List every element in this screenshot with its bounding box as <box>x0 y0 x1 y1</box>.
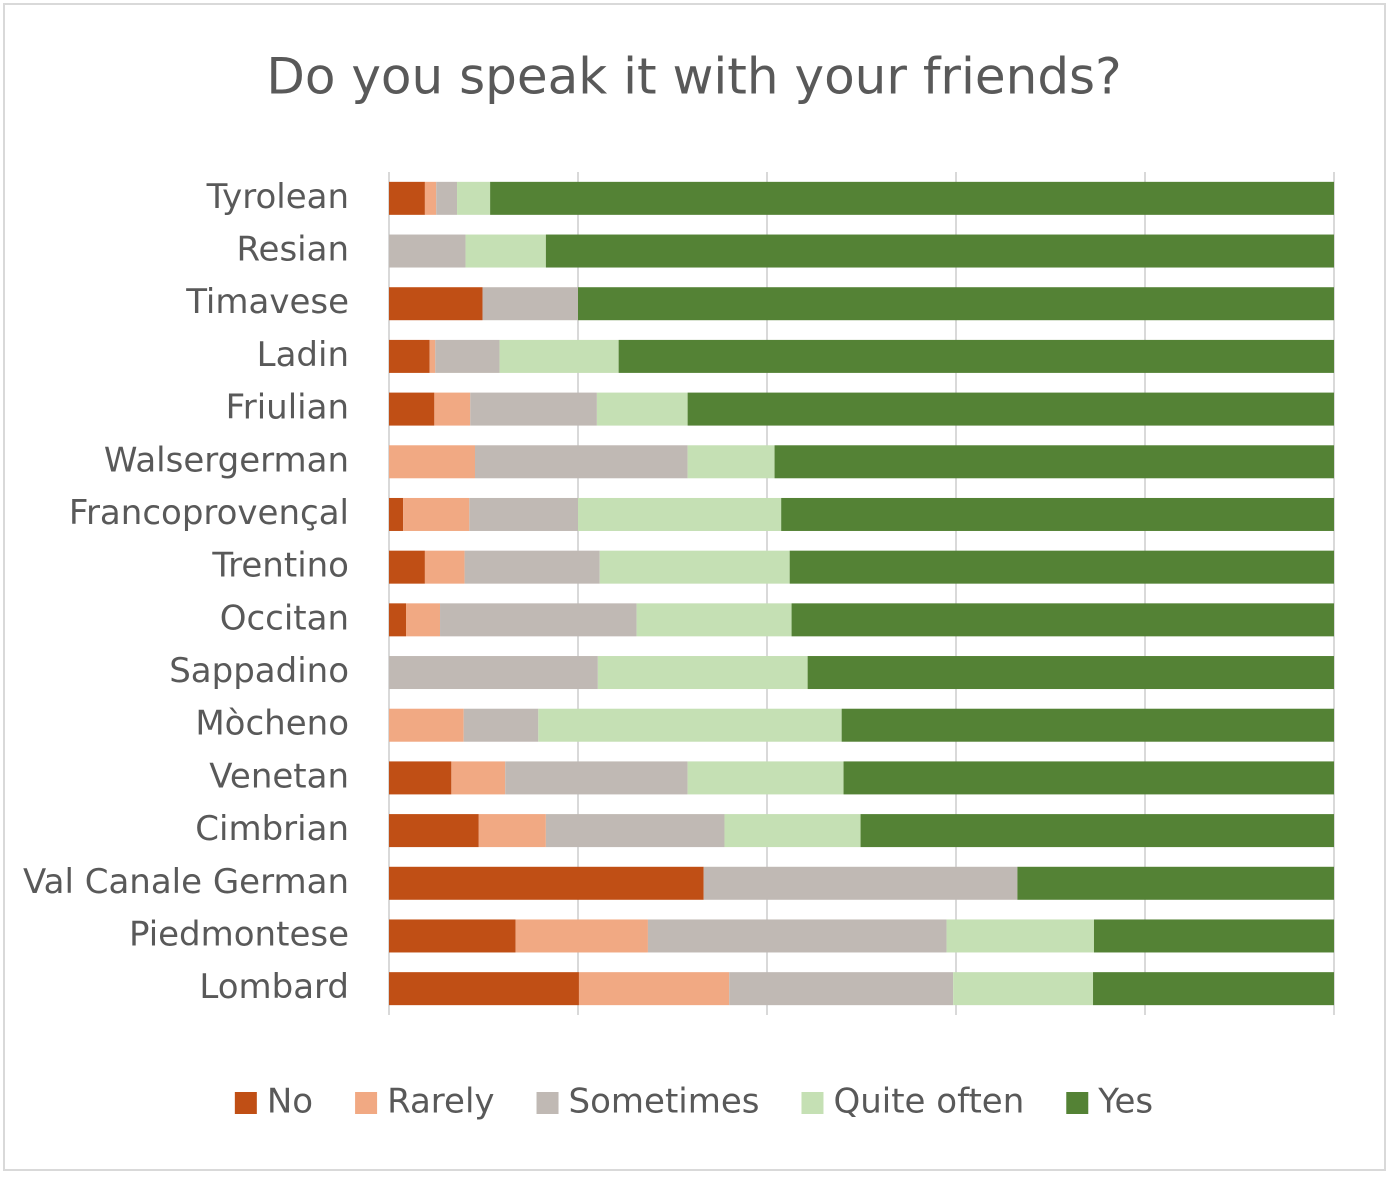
y-tick-label: Timavese <box>185 282 349 322</box>
bar-segment <box>389 866 704 900</box>
bar-segment <box>687 445 775 479</box>
legend-label: No <box>267 1082 313 1122</box>
bar-segment <box>389 708 464 742</box>
bar-segment <box>729 972 954 1006</box>
bar-segment <box>429 339 436 373</box>
y-tick-label: Occitan <box>220 598 349 638</box>
bar-segment <box>434 392 471 426</box>
bar-segment <box>389 972 579 1006</box>
bar-segment <box>599 550 790 584</box>
bar-segment <box>424 181 437 215</box>
y-tick-label: Resian <box>236 230 349 270</box>
bar-segment <box>647 919 947 953</box>
y-tick-label: Venetan <box>209 756 349 796</box>
bar-segment <box>490 181 1334 215</box>
bar-segment <box>406 603 441 637</box>
bar-segment <box>389 339 430 373</box>
bar-segment <box>440 603 637 637</box>
chart-title: Do you speak it with your friends? <box>266 48 1121 106</box>
bar-segment <box>389 656 598 690</box>
bar-segment <box>389 761 452 795</box>
bar-segment <box>545 814 725 848</box>
bar-segment <box>618 339 1334 373</box>
bar-segment <box>1093 919 1334 953</box>
legend-label: Yes <box>1097 1082 1153 1122</box>
bar-segment <box>389 497 404 531</box>
bar-segment <box>389 445 475 479</box>
bar-segment <box>545 234 1334 268</box>
bar-segment <box>457 181 491 215</box>
y-tick-label: Walsergerman <box>104 440 349 480</box>
bar-segment <box>463 708 539 742</box>
bar-segment <box>389 181 425 215</box>
bar-segment <box>781 497 1334 531</box>
bar-segment <box>1017 866 1334 900</box>
bar-segment <box>389 287 483 321</box>
bar-segment <box>436 181 458 215</box>
bar-segment <box>389 234 466 268</box>
bar-segment <box>403 497 470 531</box>
legend-swatch <box>536 1092 559 1114</box>
bar-segment <box>389 814 479 848</box>
bar-segment <box>435 339 500 373</box>
bar-segment <box>424 550 465 584</box>
bar-segment <box>469 497 578 531</box>
bar-segment <box>505 761 688 795</box>
bar-segment <box>807 656 1334 690</box>
y-tick-label: Val Canale German <box>23 862 349 902</box>
y-tick-label: Tyrolean <box>206 177 349 217</box>
bar-segment <box>843 761 1334 795</box>
bar-segment <box>464 550 600 584</box>
y-tick-label: Piedmontese <box>129 914 349 954</box>
bar-segment <box>482 287 578 321</box>
legend-label: Rarely <box>387 1082 494 1122</box>
bar-segment <box>578 287 1334 321</box>
bar-segment <box>860 814 1334 848</box>
legend-swatch <box>234 1092 257 1114</box>
bar-segment <box>687 761 844 795</box>
legend-swatch <box>1066 1092 1089 1114</box>
bar-segment <box>789 550 1334 584</box>
bar-segment <box>841 708 1334 742</box>
bar-segment <box>774 445 1334 479</box>
legend-label: Quite often <box>833 1082 1024 1122</box>
bar-segment <box>389 603 407 637</box>
bar-segment <box>465 234 546 268</box>
bar-segment <box>791 603 1334 637</box>
y-tick-label: Friulian <box>226 388 349 428</box>
y-tick-label: Cimbrian <box>195 809 349 849</box>
y-tick-label: Mòcheno <box>195 704 349 744</box>
y-tick-label: Lombard <box>199 967 349 1007</box>
legend-swatch <box>801 1092 824 1114</box>
y-tick-label: Ladin <box>257 335 349 375</box>
bar-segment <box>578 497 782 531</box>
bar-segment <box>636 603 792 637</box>
bar-segment <box>470 392 597 426</box>
bar-segment <box>499 339 619 373</box>
bar-segment <box>703 866 1018 900</box>
y-tick-label: Francoprovençal <box>69 493 349 533</box>
legend-label: Sometimes <box>569 1082 760 1122</box>
bar-segment <box>946 919 1094 953</box>
bar-segment <box>389 392 435 426</box>
bar-segment <box>478 814 546 848</box>
bar-segment <box>389 919 516 953</box>
bar-segment <box>538 708 842 742</box>
y-tick-label: Sappadino <box>169 651 349 691</box>
bar-segment <box>515 919 648 953</box>
y-tick-label: Trentino <box>211 546 349 586</box>
bar-segment <box>953 972 1094 1006</box>
bar-segment <box>596 392 688 426</box>
bar-segment <box>1093 972 1334 1006</box>
bar-segment <box>578 972 730 1006</box>
bar-segment <box>389 550 425 584</box>
bar-segment <box>687 392 1334 426</box>
legend-swatch <box>355 1092 378 1114</box>
bar-segment <box>474 445 688 479</box>
bar-segment <box>451 761 506 795</box>
bar-segment <box>724 814 861 848</box>
bar-segment <box>597 656 808 690</box>
